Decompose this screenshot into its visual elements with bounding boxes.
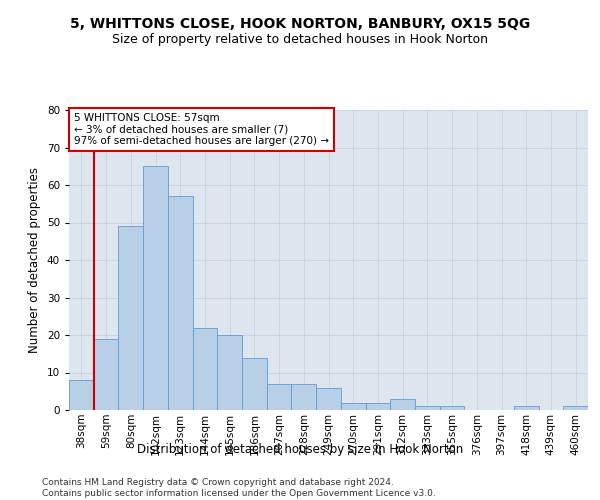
Bar [267, 384, 292, 410]
Y-axis label: Number of detached properties: Number of detached properties [28, 167, 41, 353]
Text: Contains HM Land Registry data © Crown copyright and database right 2024.
Contai: Contains HM Land Registry data © Crown c… [42, 478, 436, 498]
Bar [242, 358, 267, 410]
Bar [143, 166, 168, 410]
Bar [390, 399, 415, 410]
Text: Size of property relative to detached houses in Hook Norton: Size of property relative to detached ho… [112, 32, 488, 46]
Text: 5 WHITTONS CLOSE: 57sqm
← 3% of detached houses are smaller (7)
97% of semi-deta: 5 WHITTONS CLOSE: 57sqm ← 3% of detached… [74, 113, 329, 146]
Bar [292, 384, 316, 410]
Text: 5, WHITTONS CLOSE, HOOK NORTON, BANBURY, OX15 5QG: 5, WHITTONS CLOSE, HOOK NORTON, BANBURY,… [70, 18, 530, 32]
Bar [341, 402, 365, 410]
Bar [316, 388, 341, 410]
Text: Distribution of detached houses by size in Hook Norton: Distribution of detached houses by size … [137, 442, 463, 456]
Bar [168, 196, 193, 410]
Bar [440, 406, 464, 410]
Bar [563, 406, 588, 410]
Bar [94, 339, 118, 410]
Bar [69, 380, 94, 410]
Bar [118, 226, 143, 410]
Bar [415, 406, 440, 410]
Bar [365, 402, 390, 410]
Bar [193, 328, 217, 410]
Bar [217, 335, 242, 410]
Bar [514, 406, 539, 410]
